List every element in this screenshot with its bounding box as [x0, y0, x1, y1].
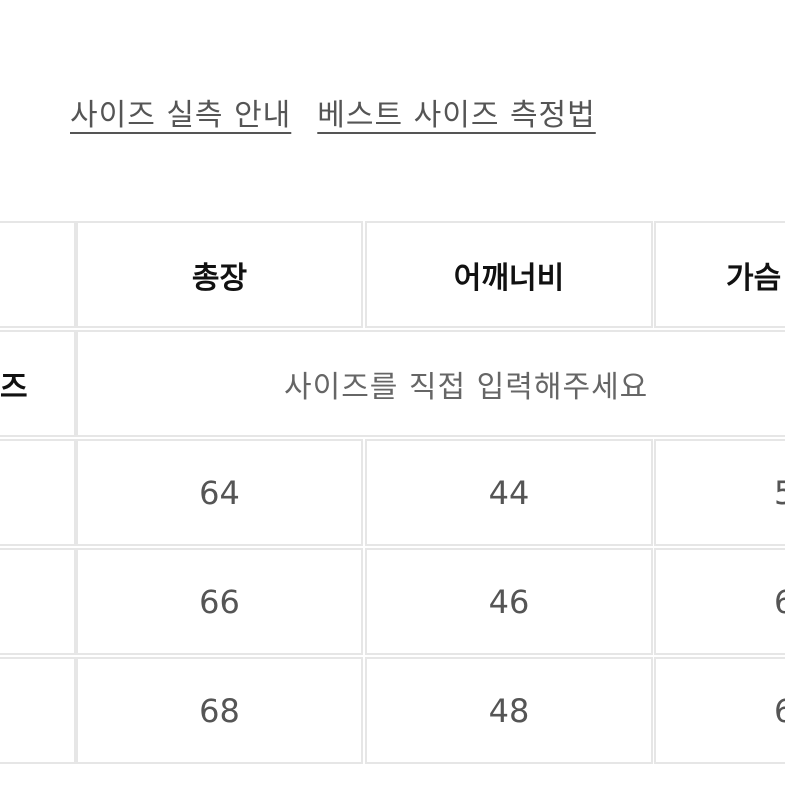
- row-2-shoulder-width: 46: [365, 548, 653, 655]
- row-label: [0, 439, 76, 546]
- size-input-field[interactable]: 사이즈를 직접 입력해주세요: [76, 330, 785, 437]
- row-2-chest: 6: [654, 548, 785, 655]
- size-measurement-guide-link[interactable]: 사이즈 실측 안내: [70, 98, 292, 133]
- row-label: [0, 548, 76, 655]
- row-3-total-length: 68: [76, 657, 363, 764]
- row-1-shoulder-width: 44: [365, 439, 653, 546]
- row-3-shoulder-width: 48: [365, 657, 653, 764]
- header-shoulder-width: 어깨너비: [365, 221, 653, 328]
- row-1-total-length: 64: [76, 439, 363, 546]
- size-links: 사이즈 실측 안내 베스트 사이즈 측정법: [70, 90, 596, 134]
- row-label: [0, 657, 76, 764]
- row-2-total-length: 66: [76, 548, 363, 655]
- row-1-chest: 5: [654, 439, 785, 546]
- row-3-chest: 6: [654, 657, 785, 764]
- header-total-length: 총장: [76, 221, 363, 328]
- best-size-measurement-link[interactable]: 베스트 사이즈 측정법: [317, 98, 596, 133]
- header-cell-empty: [0, 221, 76, 328]
- my-size-label: 즈: [0, 330, 76, 437]
- header-chest: 가슴: [654, 221, 785, 328]
